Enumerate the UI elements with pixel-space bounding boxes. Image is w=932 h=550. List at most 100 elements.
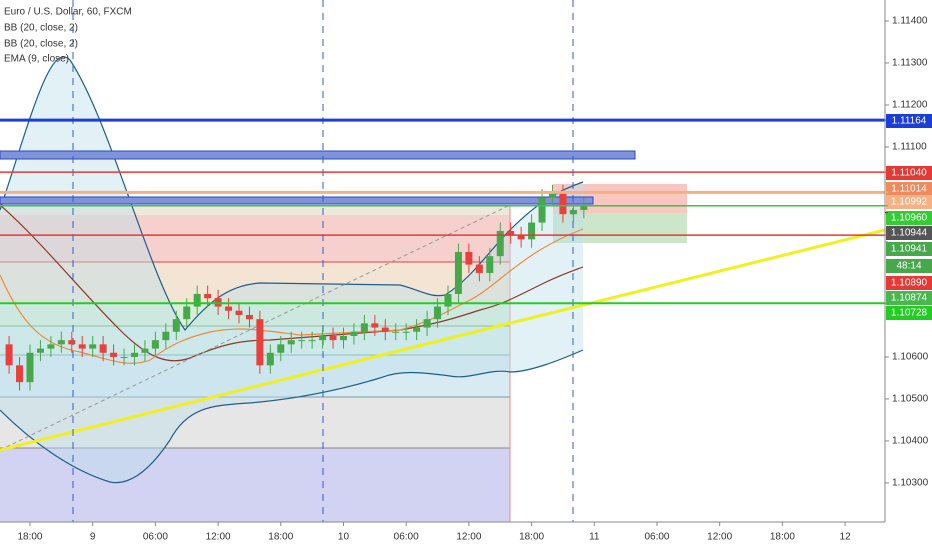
- x-tick-label: 18:00: [17, 532, 42, 543]
- y-tick-label: 1.11400: [892, 16, 928, 27]
- candle-body: [569, 209, 577, 215]
- fib-band: [0, 448, 510, 522]
- candle-body: [183, 306, 191, 320]
- price-tag: [886, 114, 932, 128]
- candle-body: [5, 344, 13, 366]
- candle-body: [538, 197, 546, 223]
- price-tag-label: 1.10941: [891, 244, 928, 255]
- price-tag: [886, 166, 932, 180]
- zone-rect: [0, 196, 594, 205]
- x-tick-label: 12:00: [456, 532, 481, 543]
- candle-body: [486, 256, 494, 273]
- x-tick-label: 06:00: [644, 532, 669, 543]
- candle-body: [413, 327, 421, 332]
- x-tick-label: 18:00: [268, 532, 293, 543]
- indicator-label: BB (20, close, 2): [4, 23, 78, 34]
- y-tick-label: 1.11300: [892, 58, 928, 69]
- candle-body: [89, 344, 97, 349]
- candle-body: [110, 352, 118, 357]
- position-target: [553, 213, 687, 243]
- price-tag: [886, 242, 932, 256]
- candle-body: [507, 230, 515, 236]
- indicator-label: EMA (9, close): [4, 54, 69, 65]
- bb-lower: [0, 349, 584, 484]
- candle-body: [277, 344, 285, 353]
- y-tick-label: 1.10500: [892, 394, 929, 405]
- candle-body: [266, 352, 274, 366]
- candle-body: [57, 340, 65, 345]
- candle-body: [434, 306, 442, 320]
- candle-body: [392, 331, 400, 333]
- candle-body: [308, 340, 316, 342]
- ema-line: [0, 228, 584, 364]
- y-tick-label: 1.11200: [892, 100, 928, 111]
- candle-body: [16, 365, 24, 383]
- candle-body: [120, 356, 128, 358]
- candle-body: [225, 306, 233, 311]
- candle-body: [319, 335, 327, 341]
- candle-body: [256, 319, 264, 366]
- x-tick-label: 10: [338, 532, 350, 543]
- x-tick-label: 12:00: [206, 532, 231, 543]
- candle-body: [245, 314, 253, 320]
- candle-body: [423, 319, 431, 328]
- trendline: [0, 228, 886, 452]
- x-tick-label: 12:00: [707, 532, 732, 543]
- candle-body: [580, 205, 588, 210]
- candle-body: [172, 319, 180, 332]
- candle-body: [68, 340, 76, 345]
- price-tag-label: 1.10960: [891, 213, 928, 224]
- chart-title: Euro / U.S. Dollar, 60, FXCM: [4, 7, 132, 18]
- y-tick-label: 1.10600: [892, 352, 929, 363]
- price-tag-label: 1.11014: [891, 184, 927, 195]
- price-tag: [886, 226, 932, 240]
- fib-band: [0, 303, 510, 326]
- price-tag-label: 1.10874: [891, 293, 928, 304]
- bb-upper: [0, 56, 584, 331]
- indicator-label: BB (20, close, 2): [4, 39, 78, 50]
- fib-band: [0, 262, 510, 303]
- candle-body: [298, 340, 306, 342]
- candle-body: [475, 264, 483, 273]
- plot-area: [0, 0, 886, 522]
- x-tick-label: 12: [840, 532, 852, 543]
- candle-body: [517, 235, 525, 240]
- x-tick-label: 18:00: [770, 532, 795, 543]
- candle-body: [465, 251, 473, 265]
- candle-body: [371, 323, 379, 328]
- candle-body: [141, 348, 149, 353]
- fib-band: [0, 397, 510, 448]
- price-tag-label: 1.10992: [891, 197, 928, 208]
- candle-body: [329, 335, 337, 341]
- candle-body: [47, 344, 55, 349]
- candle-body: [204, 293, 212, 299]
- price-tag: [886, 306, 932, 320]
- candle-body: [99, 344, 107, 353]
- candle-body: [26, 352, 34, 383]
- price-tag: [886, 259, 932, 273]
- candle-body: [36, 348, 44, 353]
- bb-fill: [0, 56, 583, 483]
- candle-body: [339, 335, 347, 341]
- candle-body: [78, 344, 86, 349]
- candle-body: [162, 331, 170, 341]
- candle-body: [496, 230, 504, 257]
- price-tag-label: 1.10728: [891, 308, 928, 319]
- y-tick-label: 1.10300: [892, 478, 929, 489]
- fib-band: [0, 215, 510, 262]
- candle-body: [402, 331, 410, 333]
- candle-body: [151, 340, 159, 349]
- price-tag-label: 1.11164: [892, 116, 927, 127]
- candle-body: [528, 222, 536, 240]
- candle-body: [548, 193, 556, 198]
- time-axis: [0, 522, 932, 550]
- x-tick-label: 9: [90, 532, 96, 543]
- price-tag-label: 1.10944: [891, 228, 928, 239]
- zone-rect: [0, 150, 636, 160]
- price-tag: [886, 195, 932, 209]
- x-tick-label: 18:00: [519, 532, 544, 543]
- y-tick-label: 1.11100: [892, 142, 927, 153]
- price-tag-label: 1.11040: [891, 168, 927, 179]
- candle-body: [130, 352, 138, 357]
